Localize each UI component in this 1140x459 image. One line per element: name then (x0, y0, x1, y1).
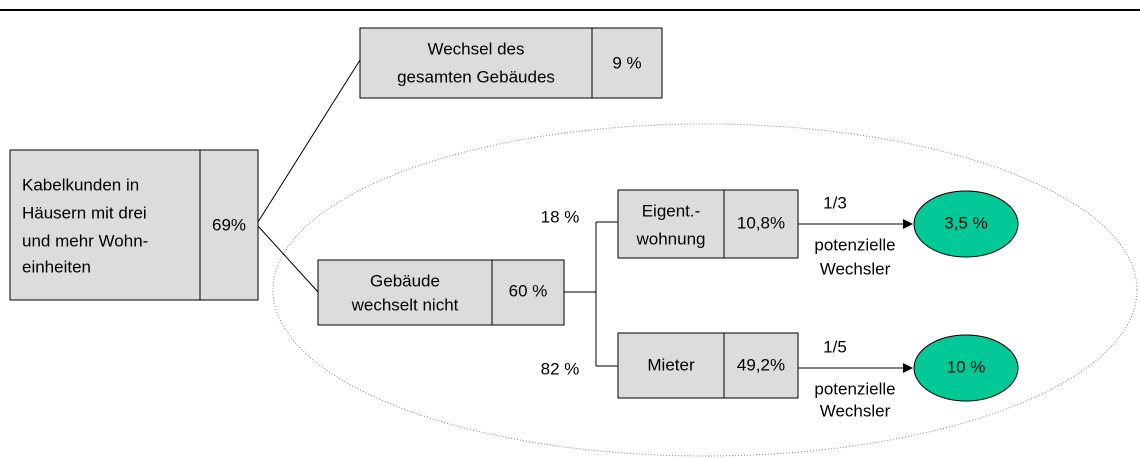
tenant-box (617, 332, 799, 399)
root-text: Kabelkunden in (22, 175, 139, 194)
note: potenzielle (814, 379, 895, 398)
share: 82 % (541, 359, 580, 378)
middle-box (317, 259, 565, 326)
owner-text: Eigent.- (642, 201, 701, 220)
result-ellipse (913, 190, 1019, 258)
note: potenzielle (814, 235, 895, 254)
root-text: Häusern mit drei (22, 203, 147, 222)
root-value: 69% (212, 215, 246, 234)
tenant-value: 49,2% (737, 355, 785, 374)
connector (257, 225, 319, 293)
result: 3,5 % (944, 213, 987, 232)
result: 10 % (947, 357, 986, 376)
root-text: einheiten (22, 257, 91, 276)
root-text: und mehr Wohn- (22, 231, 148, 250)
note: Wechsler (820, 401, 891, 420)
result-ellipse (913, 334, 1019, 402)
top-text: gesamten Gebäudes (397, 67, 555, 86)
top-text: Wechsel des (427, 39, 524, 58)
ratio: 1/5 (823, 337, 847, 356)
ratio: 1/3 (823, 193, 847, 212)
middle-text: Gebäude (370, 271, 440, 290)
owner-value: 10,8% (737, 213, 785, 232)
middle-value: 60 % (509, 281, 548, 300)
top-box (359, 27, 663, 99)
group-ellipse (272, 123, 1138, 457)
top-value: 9 % (612, 53, 641, 72)
share: 18 % (541, 207, 580, 226)
connector (564, 221, 618, 367)
note: Wechsler (820, 259, 891, 278)
middle-text: wechselt nicht (351, 295, 459, 314)
owner-text: wohnung (635, 229, 705, 248)
connector (257, 59, 361, 223)
root-box (9, 149, 259, 301)
owner-box (617, 189, 799, 259)
tenant-text: Mieter (647, 355, 695, 374)
